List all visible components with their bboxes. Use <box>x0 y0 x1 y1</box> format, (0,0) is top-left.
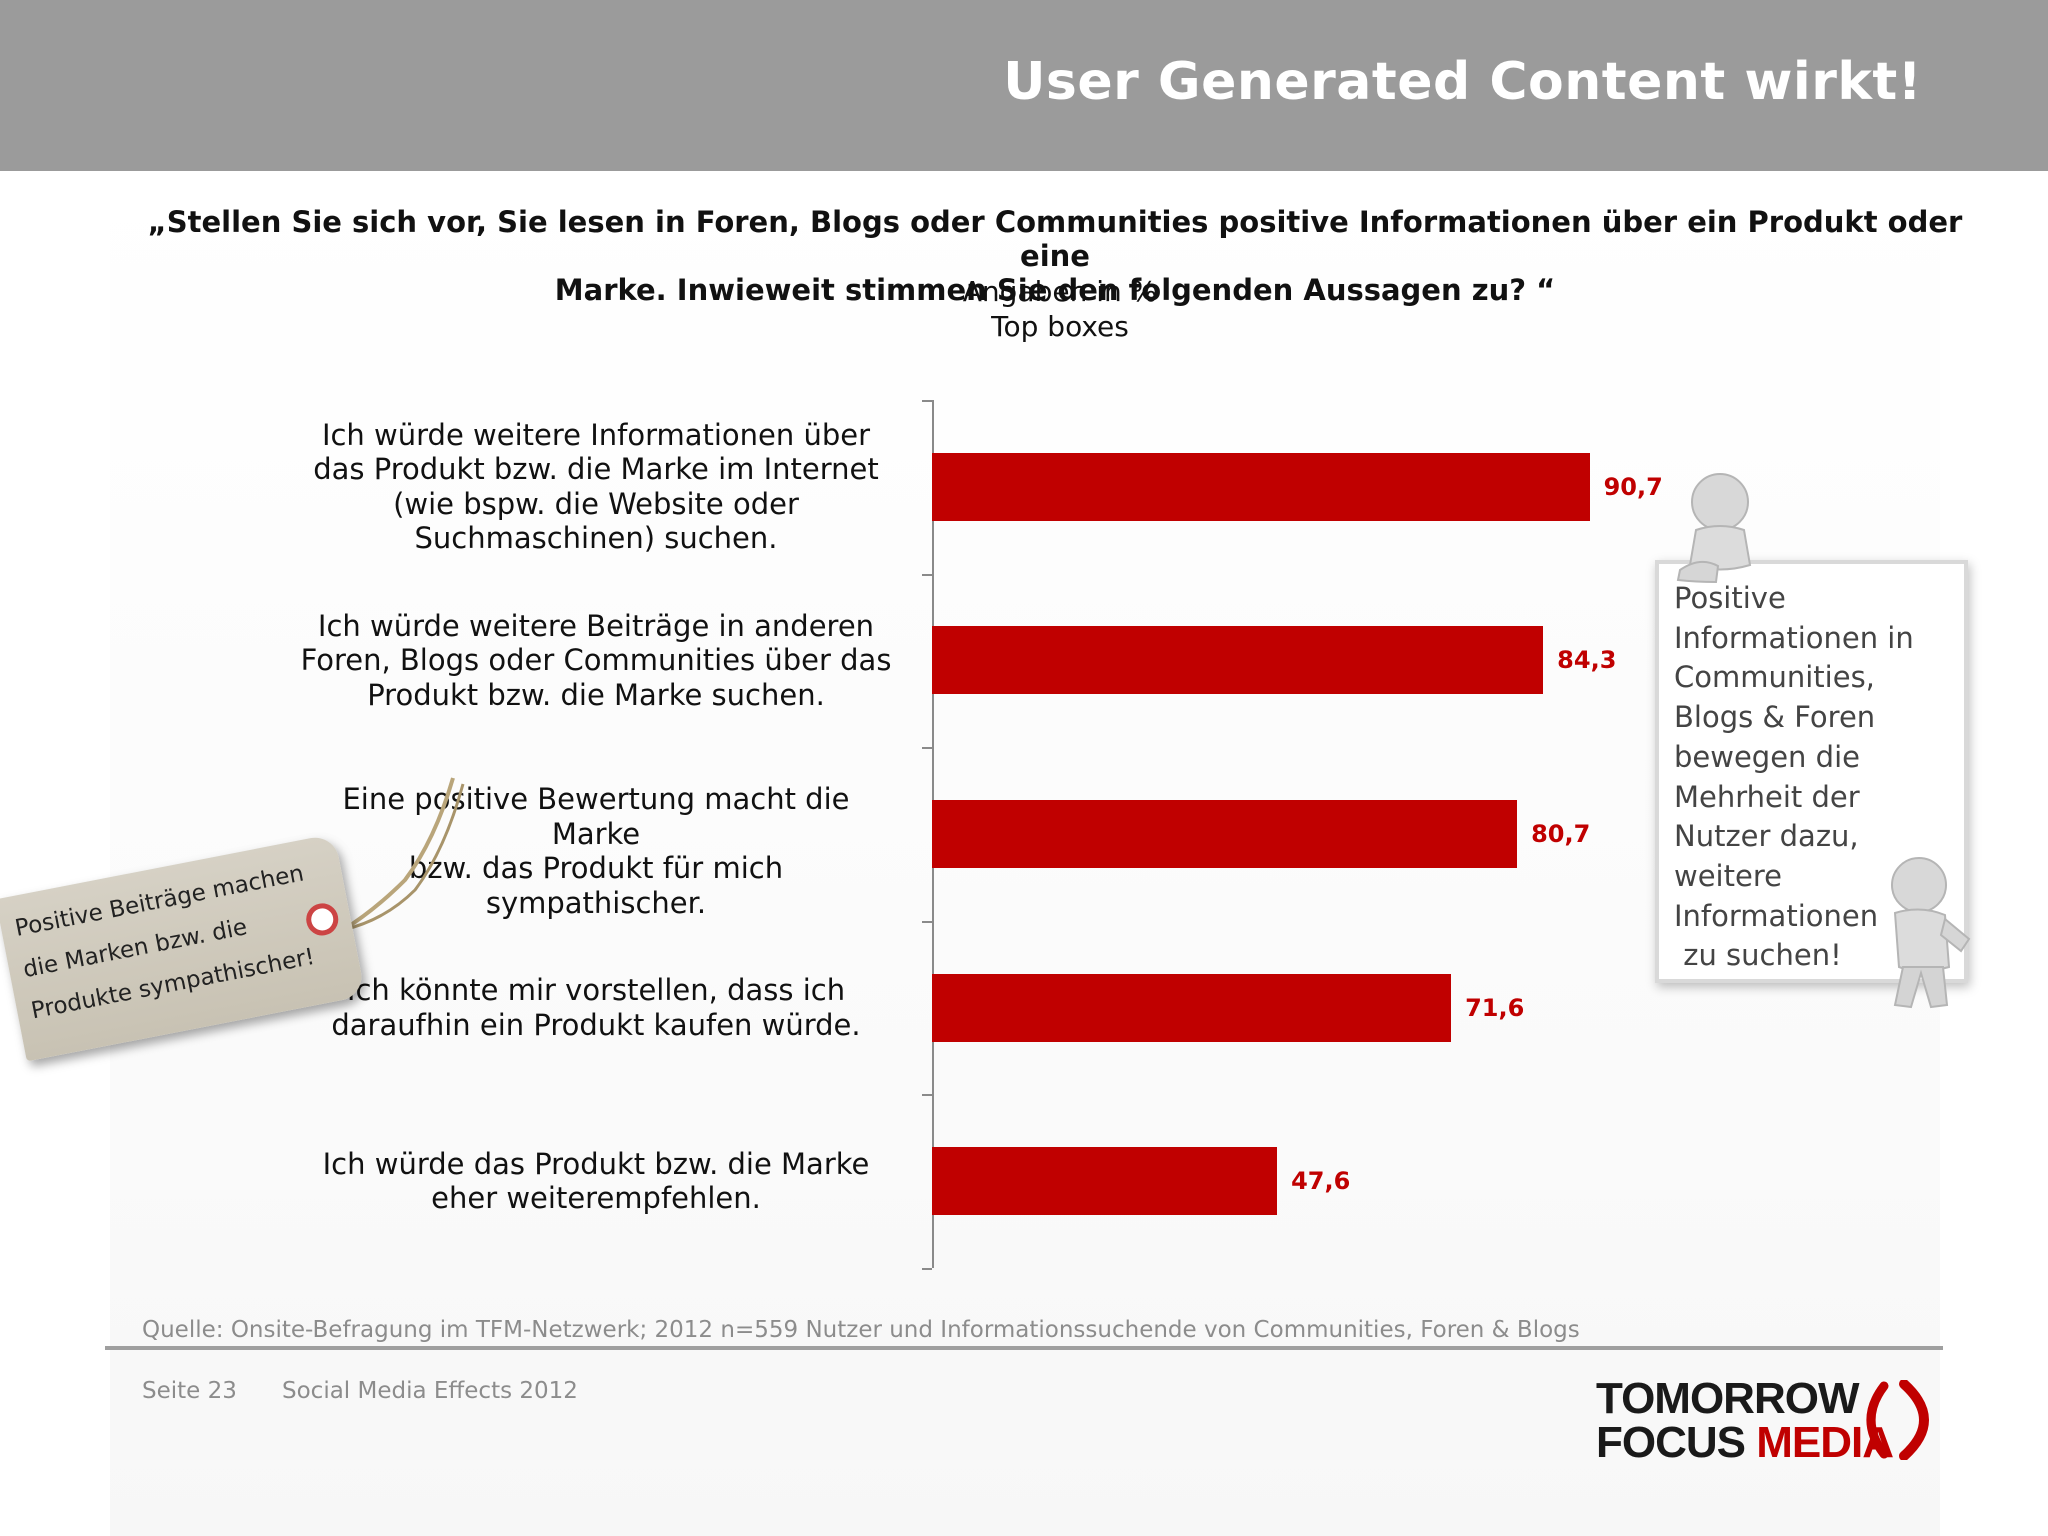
data-label: 71,6 <box>1465 993 1525 1022</box>
footer-title: Social Media Effects 2012 <box>282 1378 578 1404</box>
data-label: 90,7 <box>1603 472 1663 501</box>
callout-text-line: Communities, <box>1674 660 1875 695</box>
figure-on-board-icon <box>1676 473 1752 584</box>
bar <box>932 452 1590 521</box>
y-axis-tick <box>922 573 932 576</box>
bar <box>932 1147 1278 1216</box>
data-label: 80,7 <box>1531 820 1591 848</box>
category-label-line: Ich würde weitere Informationen über <box>321 417 871 452</box>
callout-text-line: Informationen in <box>1674 620 1914 655</box>
y-axis-tick <box>922 1094 932 1097</box>
logo-text-line-2: FOCUS MEDIA <box>1596 1418 1894 1468</box>
category-label-line: eher weiterempfehlen. <box>431 1181 761 1216</box>
callout-text-line: Blogs & Foren <box>1674 700 1876 735</box>
figure-legs <box>1893 966 1949 1009</box>
source-note: Quelle: Onsite-Befragung im TFM-Netzwerk… <box>142 1317 1580 1343</box>
category-label-line: sympathischer. <box>485 885 707 920</box>
y-axis-tick <box>922 920 932 923</box>
category-label-line: Eine positive Bewertung macht die Marke <box>342 782 850 851</box>
figure-arm <box>1676 560 1720 584</box>
category-label-line: daraufhin ein Produkt kaufen würde. <box>331 1007 861 1042</box>
tag-hole-icon <box>303 900 342 939</box>
figure-head <box>1691 473 1749 531</box>
category-label: Ich würde weitere Beiträge in anderen For… <box>296 609 896 713</box>
bar <box>932 973 1452 1042</box>
callout-text-line: zu suchen! <box>1674 938 1842 973</box>
bar <box>932 800 1518 868</box>
data-label: 84,3 <box>1557 646 1617 675</box>
category-label: Ich könnte mir vorstellen, dass ich darau… <box>296 973 896 1042</box>
tag-string <box>342 783 465 932</box>
category-label-line: Produkt bzw. die Marke suchen. <box>367 677 825 712</box>
callout-text-line: bewegen die <box>1674 739 1860 774</box>
page-title: User Generated Content wirkt! <box>1003 52 1922 112</box>
category-label: Eine positive Bewertung macht die Marke b… <box>296 782 896 920</box>
survey-question: „Stellen Sie sich vor, Sie lesen in Fore… <box>110 205 2000 307</box>
callout-text-line: weitere <box>1674 858 1782 893</box>
category-label-line: Foren, Blogs oder Communities über das <box>300 643 892 678</box>
y-axis-tick <box>922 747 932 750</box>
callout-text-line: Mehrheit der <box>1674 779 1860 814</box>
callout-text-line: Positive <box>1674 581 1786 615</box>
category-label-line: Ich könnte mir vorstellen, dass ich <box>346 973 846 1008</box>
callout-text-line: Nutzer dazu, <box>1674 819 1859 854</box>
unit-label: Angaben in % <box>962 275 1158 308</box>
basis-label: Top boxes <box>991 310 1129 343</box>
category-label-line: Suchmaschinen) suchen. <box>414 521 778 556</box>
figure-holding-board-icon <box>1891 857 1971 1009</box>
category-label-line: Ich würde weitere Beiträge in anderen <box>317 608 875 643</box>
survey-question-line-1: „Stellen Sie sich vor, Sie lesen in Fore… <box>147 205 1963 273</box>
figure-head <box>1891 857 1947 913</box>
survey-question-line-2: Marke. Inwieweit stimmen Sie den folgend… <box>554 273 1556 307</box>
logo-focus: FOCUS <box>1596 1418 1757 1467</box>
header-bar: User Generated Content wirkt! <box>0 0 2048 171</box>
tag-string <box>341 777 455 932</box>
data-label: 47,6 <box>1291 1167 1351 1196</box>
bar <box>932 626 1544 695</box>
callout-text-line: Informationen <box>1674 898 1879 933</box>
category-label-line: Ich würde das Produkt bzw. die Marke <box>322 1146 870 1181</box>
y-axis-tick <box>922 1268 932 1270</box>
category-label: Ich würde das Produkt bzw. die Marke eher… <box>296 1147 896 1216</box>
logo-right-bracket <box>1899 1380 1929 1460</box>
page-number: Seite 23 <box>142 1378 237 1404</box>
logo-left-bracket <box>1866 1381 1889 1459</box>
figure-body <box>1893 908 1951 972</box>
category-label-line: bzw. das Produkt für mich <box>408 851 784 886</box>
category-label: Ich würde weitere Informationen über das … <box>296 418 896 556</box>
figure-arm <box>1939 917 1971 953</box>
y-axis-tick <box>922 400 932 402</box>
logo-text-line-1: TOMORROW <box>1596 1374 1859 1423</box>
category-label-line: das Produkt bzw. die Marke im Internet <box>313 452 879 487</box>
category-label-line: (wie bspw. die Website oder <box>393 486 799 521</box>
footer-divider <box>105 1346 1943 1350</box>
logo-brackets-icon <box>1866 1380 1929 1460</box>
tag-string-icon <box>341 777 465 932</box>
